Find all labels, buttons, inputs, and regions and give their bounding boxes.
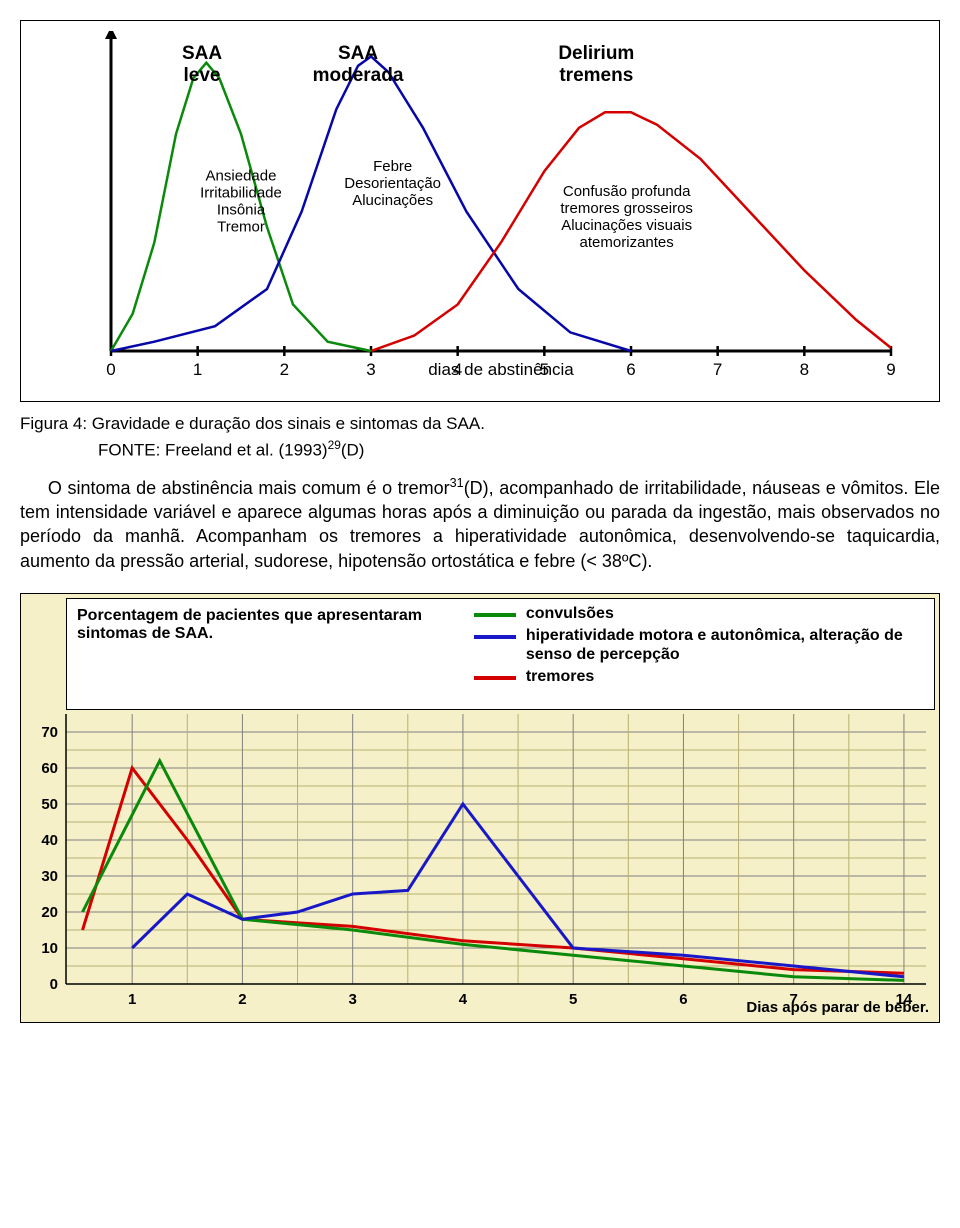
paragraph-sup: 31	[450, 476, 464, 490]
body-paragraph: O sintoma de abstinência mais comum é o …	[20, 475, 940, 573]
svg-text:60: 60	[41, 760, 58, 777]
svg-text:Ansiedade: Ansiedade	[206, 168, 277, 185]
svg-text:10: 10	[41, 940, 58, 957]
svg-text:0: 0	[106, 360, 115, 379]
svg-text:2: 2	[238, 991, 246, 1008]
svg-text:1: 1	[128, 991, 136, 1008]
svg-text:6: 6	[626, 360, 635, 379]
svg-text:2: 2	[280, 360, 289, 379]
caption-source-suffix: (D)	[341, 441, 365, 460]
svg-text:Delirium: Delirium	[558, 43, 634, 64]
legend-swatch	[474, 635, 516, 639]
figure-caption-line1: Figura 4: Gravidade e duração dos sinais…	[20, 414, 940, 434]
svg-text:SAA: SAA	[338, 43, 378, 64]
svg-text:tremens: tremens	[559, 65, 633, 86]
svg-text:moderada: moderada	[313, 65, 404, 86]
legend-label: hiperatividade motora e autonômica, alte…	[526, 627, 926, 664]
chart1-container: 0123456789dias de abstinênciaSAAleveSAAm…	[20, 20, 940, 402]
svg-text:Febre: Febre	[373, 158, 412, 175]
svg-text:Confusão profunda: Confusão profunda	[563, 183, 691, 200]
legend-row: convulsões	[474, 605, 926, 623]
caption-source-sup: 29	[328, 438, 341, 452]
svg-text:6: 6	[679, 991, 687, 1008]
legend-swatch	[474, 613, 516, 617]
svg-text:40: 40	[41, 832, 58, 849]
svg-text:30: 30	[41, 868, 58, 885]
svg-text:70: 70	[41, 724, 58, 741]
chart2-xaxis-label: Dias após parar de beber.	[746, 999, 929, 1016]
paragraph-part1: O sintoma de abstinência mais comum é o …	[48, 478, 450, 498]
svg-text:0: 0	[50, 976, 58, 993]
legend-row: tremores	[474, 668, 926, 686]
svg-text:tremores grosseiros: tremores grosseiros	[560, 200, 693, 217]
svg-text:3: 3	[366, 360, 375, 379]
chart2-legend: Porcentagem de pacientes que apresentara…	[66, 598, 935, 710]
svg-text:leve: leve	[184, 65, 221, 86]
svg-text:dias de abstinência: dias de abstinência	[428, 360, 574, 379]
svg-text:9: 9	[886, 360, 895, 379]
chart2-legend-items: convulsões hiperatividade motora e autonô…	[466, 599, 934, 709]
svg-text:Desorientação: Desorientação	[344, 175, 441, 192]
svg-text:Alucinações visuais: Alucinações visuais	[561, 217, 692, 234]
svg-text:50: 50	[41, 796, 58, 813]
svg-text:20: 20	[41, 904, 58, 921]
svg-text:Tremor: Tremor	[217, 219, 265, 236]
chart1-svg: 0123456789dias de abstinênciaSAAleveSAAm…	[31, 31, 911, 391]
svg-text:5: 5	[569, 991, 577, 1008]
legend-row: hiperatividade motora e autonômica, alte…	[474, 627, 926, 664]
caption-source-text: FONTE: Freeland et al. (1993)	[98, 441, 328, 460]
figure-caption-line2: FONTE: Freeland et al. (1993)29(D)	[98, 438, 940, 461]
svg-text:Insônia: Insônia	[217, 202, 266, 219]
chart2-container: 102030405060701234567140 Porcentagem de …	[20, 593, 940, 1023]
svg-text:7: 7	[713, 360, 722, 379]
svg-text:SAA: SAA	[182, 43, 222, 64]
legend-swatch	[474, 676, 516, 680]
svg-text:8: 8	[800, 360, 809, 379]
legend-label: tremores	[526, 668, 594, 686]
svg-text:1: 1	[193, 360, 202, 379]
svg-text:4: 4	[459, 991, 468, 1008]
chart2-ylabel-text: Porcentagem de pacientes que apresentara…	[67, 599, 466, 709]
svg-text:3: 3	[348, 991, 356, 1008]
svg-text:Alucinações: Alucinações	[352, 192, 433, 209]
legend-label: convulsões	[526, 605, 614, 623]
svg-text:Irritabilidade: Irritabilidade	[200, 185, 282, 202]
svg-text:atemorizantes: atemorizantes	[580, 234, 674, 251]
